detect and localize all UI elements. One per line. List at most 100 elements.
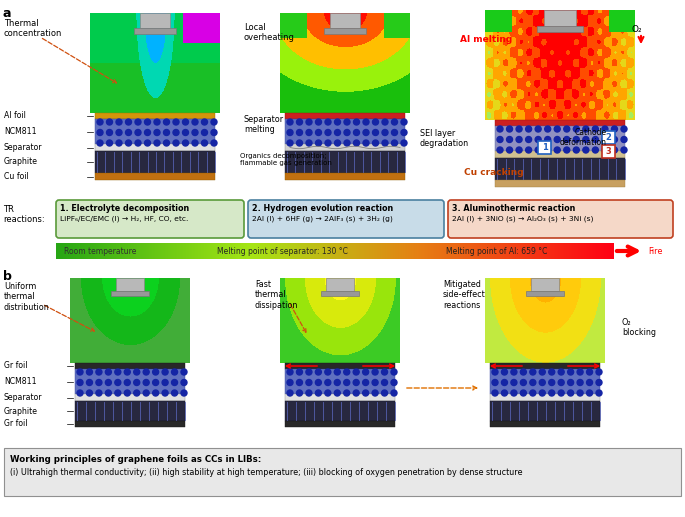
Circle shape (325, 119, 331, 125)
Bar (490, 369, 600, 394)
Circle shape (596, 379, 602, 386)
Circle shape (297, 119, 303, 125)
FancyBboxPatch shape (248, 200, 444, 238)
Text: Melting point of separator: 130 °C: Melting point of separator: 130 °C (216, 247, 347, 255)
Circle shape (97, 129, 103, 135)
Bar (285, 151, 405, 173)
Circle shape (353, 390, 359, 396)
Circle shape (306, 390, 312, 396)
Bar (490, 363, 600, 369)
Circle shape (506, 136, 512, 143)
Circle shape (353, 119, 360, 125)
Circle shape (554, 126, 560, 132)
Text: a: a (3, 7, 12, 20)
Circle shape (554, 136, 560, 143)
Circle shape (382, 390, 388, 396)
Text: Mitigated
side-effect
reactions: Mitigated side-effect reactions (443, 280, 486, 310)
Text: Cu cracking: Cu cracking (464, 168, 523, 177)
Circle shape (297, 140, 303, 146)
Bar (538, 141, 551, 154)
Bar (495, 158, 625, 180)
Circle shape (382, 129, 388, 135)
Circle shape (612, 126, 617, 132)
Circle shape (154, 119, 160, 125)
Bar (326, 278, 354, 291)
Text: Local
overheating: Local overheating (244, 23, 295, 42)
Circle shape (382, 369, 388, 375)
Circle shape (521, 369, 526, 375)
Circle shape (564, 147, 570, 153)
Circle shape (134, 379, 140, 386)
Circle shape (558, 390, 564, 396)
Bar (95, 113, 215, 119)
Circle shape (554, 147, 560, 153)
Circle shape (373, 140, 379, 146)
Circle shape (211, 119, 217, 125)
Text: 2Al (l) + 6HF (g) → 2AlF₃ (s) + 3H₂ (g): 2Al (l) + 6HF (g) → 2AlF₃ (s) + 3H₂ (g) (252, 216, 393, 222)
Circle shape (539, 390, 545, 396)
Circle shape (306, 119, 312, 125)
Bar (602, 145, 615, 158)
Circle shape (125, 129, 132, 135)
Circle shape (602, 147, 608, 153)
Circle shape (596, 369, 602, 375)
Circle shape (162, 369, 168, 375)
Circle shape (621, 136, 627, 143)
Circle shape (362, 390, 369, 396)
Circle shape (105, 379, 112, 386)
Circle shape (287, 140, 293, 146)
Circle shape (297, 369, 303, 375)
Circle shape (145, 140, 151, 146)
Circle shape (134, 390, 140, 396)
Circle shape (211, 129, 217, 135)
Circle shape (577, 369, 583, 375)
Circle shape (77, 390, 83, 396)
Text: Working principles of graphene foils as CCs in LIBs:: Working principles of graphene foils as … (10, 455, 261, 464)
Circle shape (86, 369, 92, 375)
Circle shape (115, 379, 121, 386)
Circle shape (181, 379, 187, 386)
Bar (75, 394, 185, 401)
Circle shape (96, 390, 102, 396)
Text: Melting point of Al: 659 °C: Melting point of Al: 659 °C (446, 247, 547, 255)
Text: 2. Hydrogen evolution reaction: 2. Hydrogen evolution reaction (252, 204, 393, 213)
Circle shape (549, 369, 555, 375)
Bar (495, 151, 625, 158)
Circle shape (535, 147, 541, 153)
Circle shape (124, 369, 130, 375)
Circle shape (621, 147, 627, 153)
Text: Thermal
concentration: Thermal concentration (4, 19, 62, 38)
Bar (95, 144, 215, 151)
Circle shape (173, 129, 179, 135)
Circle shape (539, 369, 545, 375)
Circle shape (145, 129, 151, 135)
Circle shape (125, 140, 132, 146)
Circle shape (287, 369, 293, 375)
Circle shape (334, 140, 340, 146)
Circle shape (392, 119, 397, 125)
Circle shape (372, 390, 378, 396)
Circle shape (164, 140, 169, 146)
Circle shape (181, 369, 187, 375)
Circle shape (583, 147, 589, 153)
Circle shape (583, 126, 589, 132)
Circle shape (77, 369, 83, 375)
Circle shape (492, 379, 498, 386)
Circle shape (86, 390, 92, 396)
Circle shape (392, 129, 397, 135)
Bar (285, 394, 395, 401)
Circle shape (593, 147, 599, 153)
Circle shape (577, 379, 583, 386)
Circle shape (586, 369, 593, 375)
Circle shape (135, 129, 141, 135)
Circle shape (105, 369, 112, 375)
Circle shape (586, 390, 593, 396)
Text: Graphite: Graphite (4, 158, 38, 166)
Bar (95, 173, 215, 180)
Circle shape (201, 119, 208, 125)
Circle shape (501, 390, 508, 396)
Circle shape (287, 119, 293, 125)
Circle shape (583, 136, 589, 143)
Circle shape (162, 390, 168, 396)
Circle shape (363, 129, 369, 135)
